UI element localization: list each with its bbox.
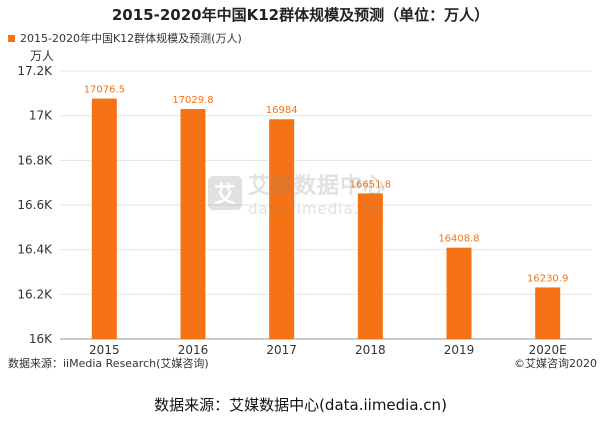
chart-title: 2015-2020年中国K12群体规模及预测（单位：万人） [111,6,490,24]
x-tick-label: 2019 [444,343,475,357]
data-label: 16230.9 [527,273,568,284]
legend: 2015-2020年中国K12群体规模及预测(万人) [8,30,242,46]
bar [357,193,383,339]
y-tick-label: 16.8K [17,153,53,167]
y-tick-label: 16.2K [17,287,53,301]
data-label: 17076.5 [84,85,125,96]
bar [535,287,561,339]
y-tick-label: 16.4K [17,243,53,257]
data-label: 16984 [266,105,298,116]
x-tick-label: 2016 [178,343,209,357]
data-label: 17029.8 [172,95,213,106]
copyright-note: ©艾媒咨询2020 [514,357,597,370]
bar [446,247,472,339]
bar [269,119,295,340]
y-tick-label: 17K [29,109,53,123]
y-tick-label: 16.6K [17,198,53,212]
y-axis-label: 万人 [30,49,54,63]
x-tick-label: 2018 [355,343,386,357]
y-tick-label: 16K [29,332,53,346]
footer-source: 数据来源：艾媒数据中心(data.iimedia.cn) [154,396,447,414]
data-label: 16408.8 [438,234,479,245]
bar [91,98,117,339]
source-note: 数据来源：iiMedia Research(艾媒咨询) [8,357,209,370]
legend-swatch [8,34,15,42]
x-tick-label: 2017 [266,343,297,357]
bar [180,109,206,340]
legend-label: 2015-2020年中国K12群体规模及预测(万人) [20,32,242,45]
x-tick-label: 2015 [89,343,120,357]
data-label: 16651.8 [350,179,391,190]
y-tick-label: 17.2K [17,64,53,78]
x-tick-label: 2020E [529,343,567,357]
